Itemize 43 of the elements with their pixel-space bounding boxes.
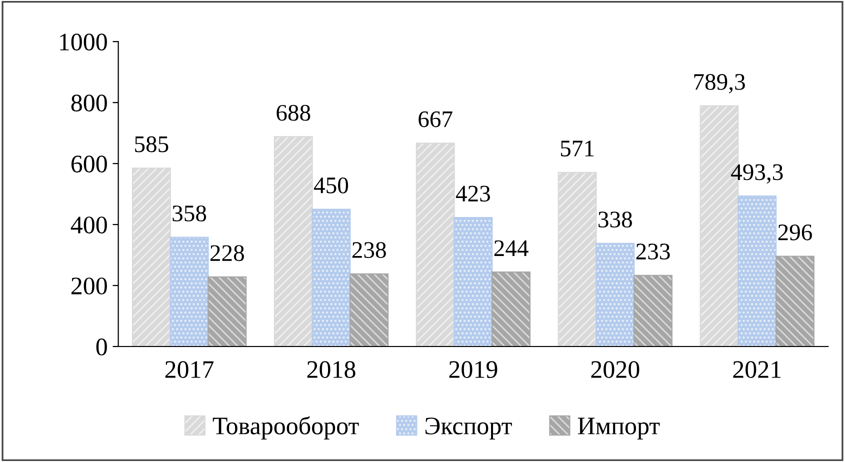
legend-label: Товарооборот (212, 416, 359, 440)
x-tick-label: 2020 (591, 361, 640, 378)
bar (596, 242, 635, 346)
x-tick-label: 2018 (307, 361, 356, 378)
data-label: 244 (494, 240, 528, 256)
data-label: 688 (276, 104, 310, 121)
x-tick-label: 2017 (165, 361, 214, 378)
y-tick-label: 200 (71, 278, 107, 294)
bar (274, 136, 313, 346)
data-label: 358 (172, 206, 206, 222)
x-tick-label: 2021 (733, 361, 781, 378)
y-tick-label: 600 (71, 156, 107, 172)
data-label: 585 (135, 136, 168, 152)
bar (350, 273, 389, 346)
bar (738, 196, 777, 346)
bar (208, 276, 247, 346)
bar (775, 256, 814, 346)
legend-label: Экспорт (426, 418, 512, 440)
bar (634, 274, 672, 346)
data-label: 667 (418, 111, 452, 128)
data-label: 423 (456, 186, 490, 202)
data-label: 228 (210, 245, 244, 262)
bar (132, 168, 171, 346)
x-tick-label: 2019 (449, 361, 498, 378)
data-label: 789,3 (694, 74, 745, 94)
y-tick-label: 800 (71, 94, 107, 112)
data-label: 493,3 (731, 164, 783, 184)
data-label: 571 (560, 140, 594, 156)
bar (492, 272, 531, 346)
legend-label: Импорт (578, 418, 660, 440)
data-label: 233 (636, 244, 670, 260)
data-label: 338 (598, 212, 632, 228)
bar (170, 236, 209, 346)
bar (416, 142, 455, 346)
bar (558, 172, 597, 346)
data-label: 296 (778, 224, 812, 240)
y-tick-label: 1000 (60, 34, 107, 50)
bar (312, 208, 351, 346)
bar (454, 216, 493, 346)
data-label: 450 (314, 177, 348, 194)
data-label: 238 (352, 242, 386, 258)
y-tick-label: 0 (96, 338, 107, 356)
y-tick-label: 400 (70, 216, 107, 234)
